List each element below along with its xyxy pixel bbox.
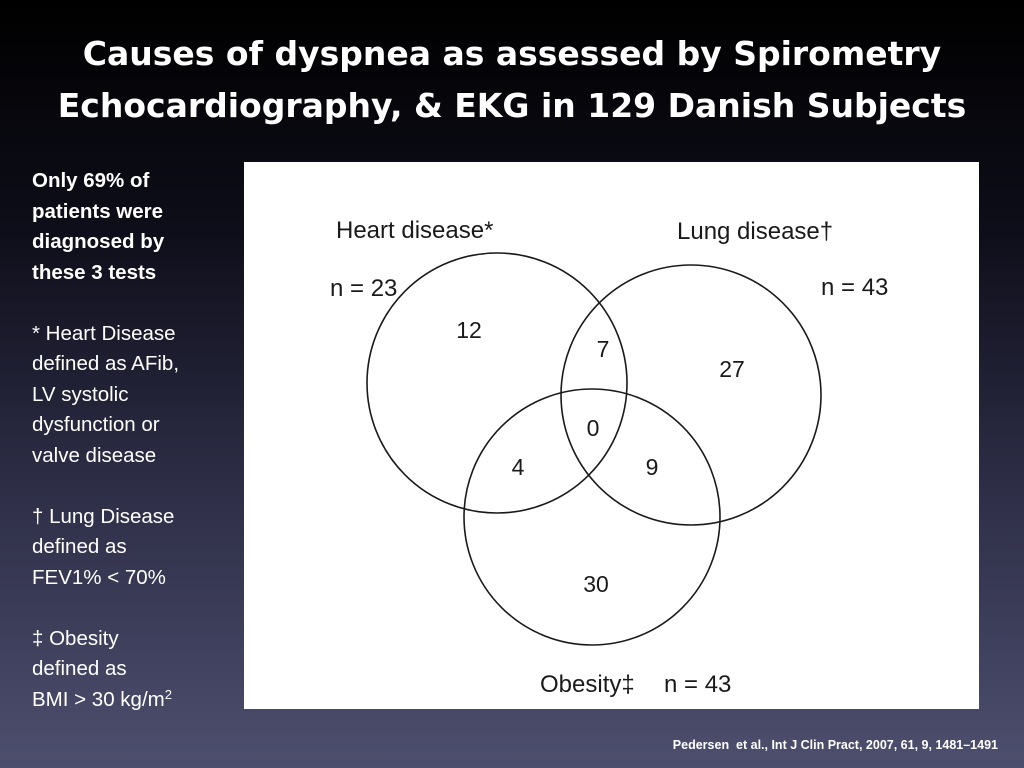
slide-title: Causes of dyspnea as assessed by Spirome… xyxy=(0,28,1024,132)
obesity-set-label: Obesity‡ xyxy=(540,671,635,698)
obesity-def-line-3: BMI > 30 kg/m2 xyxy=(32,685,232,716)
summary-line-4: these 3 tests xyxy=(32,260,157,284)
heart-def-line-2: defined as AFib, xyxy=(32,352,180,375)
lung-def-line-2: defined as xyxy=(32,535,127,558)
heart-def-line-5: valve disease xyxy=(32,443,157,467)
region-lung-only: 27 xyxy=(719,356,745,382)
region-heart-obesity: 4 xyxy=(512,454,525,480)
region-all-three: 0 xyxy=(587,415,600,441)
heart-def-line-4: dysfunction or xyxy=(32,413,160,436)
citation: Pedersen et al., Int J Clin Pract, 2007,… xyxy=(672,738,998,752)
title-line-1: Causes of dyspnea as assessed by Spirome… xyxy=(82,34,942,73)
venn-figure: Heart disease* n = 23 Lung disease† n = … xyxy=(244,162,979,709)
obesity-circle xyxy=(463,388,721,646)
lung-def-line-1: † Lung Disease xyxy=(32,504,175,528)
heart-set-label: Heart disease* xyxy=(336,217,493,244)
heart-set-count: n = 23 xyxy=(330,275,397,302)
summary-line-1: Only 69% of xyxy=(32,169,150,192)
obesity-def-line-1: ‡ Obesity xyxy=(32,626,119,650)
summary-line-3: diagnosed by xyxy=(32,230,165,253)
spacer xyxy=(32,471,232,502)
venn-diagram: Heart disease* n = 23 Lung disease† n = … xyxy=(330,217,888,698)
region-obesity-only: 30 xyxy=(583,571,609,597)
heart-def-line-1: * Heart Disease xyxy=(32,321,176,345)
heart-def-line-3: LV systolic xyxy=(32,382,129,406)
spacer xyxy=(32,288,232,319)
heart-circle xyxy=(366,252,628,514)
summary-line-2: patients were xyxy=(32,199,164,223)
region-heart-lung: 7 xyxy=(597,336,610,362)
obesity-set-count: n = 43 xyxy=(664,671,731,698)
spacer xyxy=(32,593,232,624)
obesity-def-line-2: defined as xyxy=(32,657,127,680)
lung-set-label: Lung disease† xyxy=(677,218,833,245)
lung-set-count: n = 43 xyxy=(821,274,888,301)
lung-circle xyxy=(560,264,822,526)
title-line-2: Echocardiography, & EKG in 129 Danish Su… xyxy=(57,86,967,125)
region-lung-obesity: 9 xyxy=(646,454,659,480)
obesity-def-text: BMI > 30 kg/m xyxy=(32,687,165,711)
lung-def-line-3: FEV1% < 70% xyxy=(32,565,166,589)
obesity-superscript: 2 xyxy=(164,686,172,702)
notes-panel: Only 69% of patients were diagnosed by t… xyxy=(32,166,232,715)
region-heart-only: 12 xyxy=(456,317,482,343)
